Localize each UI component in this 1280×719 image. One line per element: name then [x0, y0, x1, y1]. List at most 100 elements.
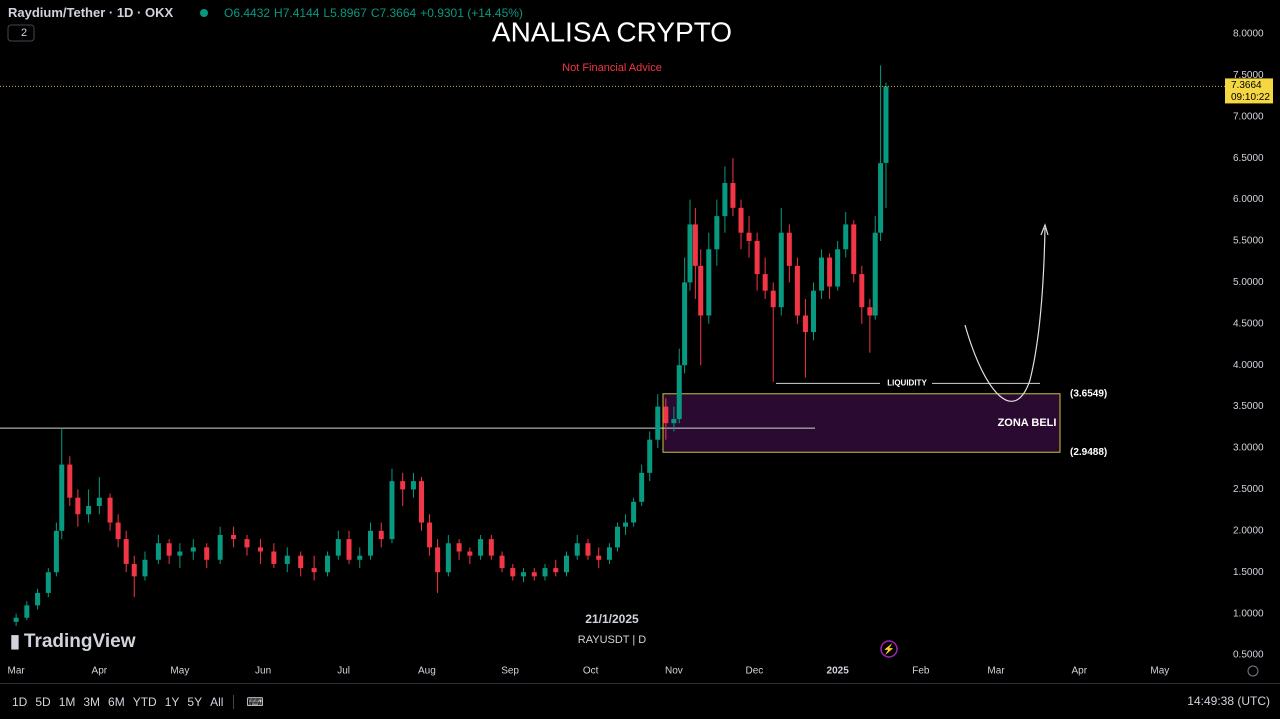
candle-body	[378, 530, 384, 540]
candle-body	[389, 481, 395, 540]
zone-low-label: (2.9488)	[1070, 447, 1107, 458]
candle-body	[75, 497, 81, 515]
symbol: Raydium/Tether · 1D · OKX	[8, 5, 174, 20]
candle-body	[115, 522, 121, 540]
indicator-count[interactable]: 2	[21, 27, 27, 39]
y-tick-label: 0.5000	[1233, 650, 1264, 661]
candle-body	[427, 522, 433, 548]
candle-body	[204, 547, 210, 560]
candle-body	[687, 224, 693, 283]
candle-body	[802, 315, 808, 333]
candle-body	[698, 265, 704, 316]
timeframe-button[interactable]: 3M	[83, 694, 101, 709]
toolbar: 1D 5D 1M 3M 6M YTD 1Y 5Y All ⌨ 14:49:38 (UTC)	[0, 683, 1280, 719]
timeframe-button[interactable]: All	[210, 694, 224, 709]
projection-curve	[964, 227, 1046, 402]
candle-body	[284, 555, 290, 564]
y-tick-label: 7.0000	[1233, 111, 1264, 122]
x-tick-label: Mar	[987, 666, 1005, 677]
candle-body	[510, 568, 516, 577]
candle-body	[878, 163, 884, 233]
candle-body	[499, 555, 505, 569]
logo: ▮	[10, 631, 20, 651]
y-tick-label: 2.0000	[1233, 525, 1264, 536]
last-price-label: 7.3664	[1231, 80, 1262, 91]
timeframe-button[interactable]: 5Y	[187, 694, 203, 709]
candle-body	[445, 543, 451, 573]
x-tick-label: Nov	[665, 666, 683, 677]
candle-body	[190, 547, 196, 552]
candle-body	[53, 530, 59, 573]
alert-glyph[interactable]: ⚡	[883, 643, 895, 656]
candle-body	[257, 547, 263, 552]
candle-body	[585, 543, 591, 556]
candle-body	[488, 539, 494, 556]
x-tick-label: 2025	[827, 666, 850, 677]
candle-body	[563, 555, 569, 573]
candle-body	[655, 406, 661, 440]
candle-body	[810, 290, 816, 333]
candle-body	[647, 439, 653, 473]
candle-body	[244, 539, 250, 548]
candle-body	[786, 232, 792, 266]
buy-zone	[662, 393, 1061, 453]
candle-body	[843, 224, 849, 250]
indicator-badge[interactable]	[7, 24, 35, 42]
candle-body	[872, 232, 878, 316]
candle-body	[722, 183, 728, 217]
candle-body	[542, 568, 548, 577]
candle-body	[13, 617, 19, 622]
timeframe-button[interactable]: 5D	[35, 694, 51, 709]
zone-label: ZONA BELI	[998, 417, 1057, 429]
candle-body	[123, 539, 129, 564]
candle-body	[867, 307, 873, 316]
y-tick-label: 4.5000	[1233, 318, 1264, 329]
status-dot	[200, 9, 208, 17]
y-tick-label: 2.5000	[1233, 484, 1264, 495]
candle-body	[231, 534, 237, 540]
x-tick-label: Oct	[583, 666, 599, 677]
date-range-button[interactable]: ⌨	[233, 694, 267, 709]
watermark-text: TradingView	[24, 631, 136, 652]
y-tick-label: 6.5000	[1233, 153, 1264, 164]
timeframe-button[interactable]: 6M	[108, 694, 125, 709]
last-price-time: 09:10:22	[1231, 92, 1270, 103]
timeframe-button[interactable]: 1D	[12, 694, 28, 709]
timeframe-button[interactable]: YTD	[132, 694, 157, 709]
candle-body	[671, 419, 677, 424]
candle-body	[676, 365, 682, 420]
candle-body	[819, 257, 825, 291]
candle-body	[553, 568, 559, 573]
timeframe-button[interactable]: 1M	[58, 694, 76, 709]
candle-body	[166, 543, 172, 556]
timeframes: 1D 5D 1M 3M 6M YTD 1Y 5Y All ⌨	[8, 684, 268, 719]
candle-body	[631, 501, 637, 523]
candle-body	[311, 568, 317, 573]
candle-body	[67, 464, 73, 498]
ohlc-value: C7.3664	[371, 6, 417, 20]
y-tick-label: 5.5000	[1233, 236, 1264, 247]
candle-body	[682, 282, 688, 366]
ohlc-value: O6.4432	[224, 6, 270, 20]
candle-body	[435, 547, 441, 573]
y-tick-label: 8.0000	[1233, 29, 1264, 40]
y-tick-label: 1.5000	[1233, 567, 1264, 578]
alert-icon[interactable]	[880, 640, 898, 658]
candle-body	[746, 232, 752, 241]
chart: LIQUIDITY Raydium/Tether · 1D · OKX O6.4…	[0, 5, 1273, 677]
symbol-text: Raydium/Tether · 1D · OKX	[8, 5, 174, 20]
candle-body	[177, 551, 183, 556]
settings-icon[interactable]	[1247, 665, 1259, 677]
candle-body	[615, 526, 620, 548]
timeframe-button[interactable]: 1Y	[164, 694, 180, 709]
x-tick-label: Sep	[501, 666, 519, 677]
candle-body	[574, 543, 580, 556]
candle-body	[596, 555, 602, 560]
candle-body	[271, 551, 277, 564]
x-tick-label: Dec	[746, 666, 764, 677]
candle-body	[827, 257, 833, 287]
candle-body	[107, 497, 113, 523]
x-tick-label: Aug	[418, 666, 436, 677]
last-price-box	[1225, 78, 1273, 104]
x-tick-label: Jun	[255, 666, 271, 677]
